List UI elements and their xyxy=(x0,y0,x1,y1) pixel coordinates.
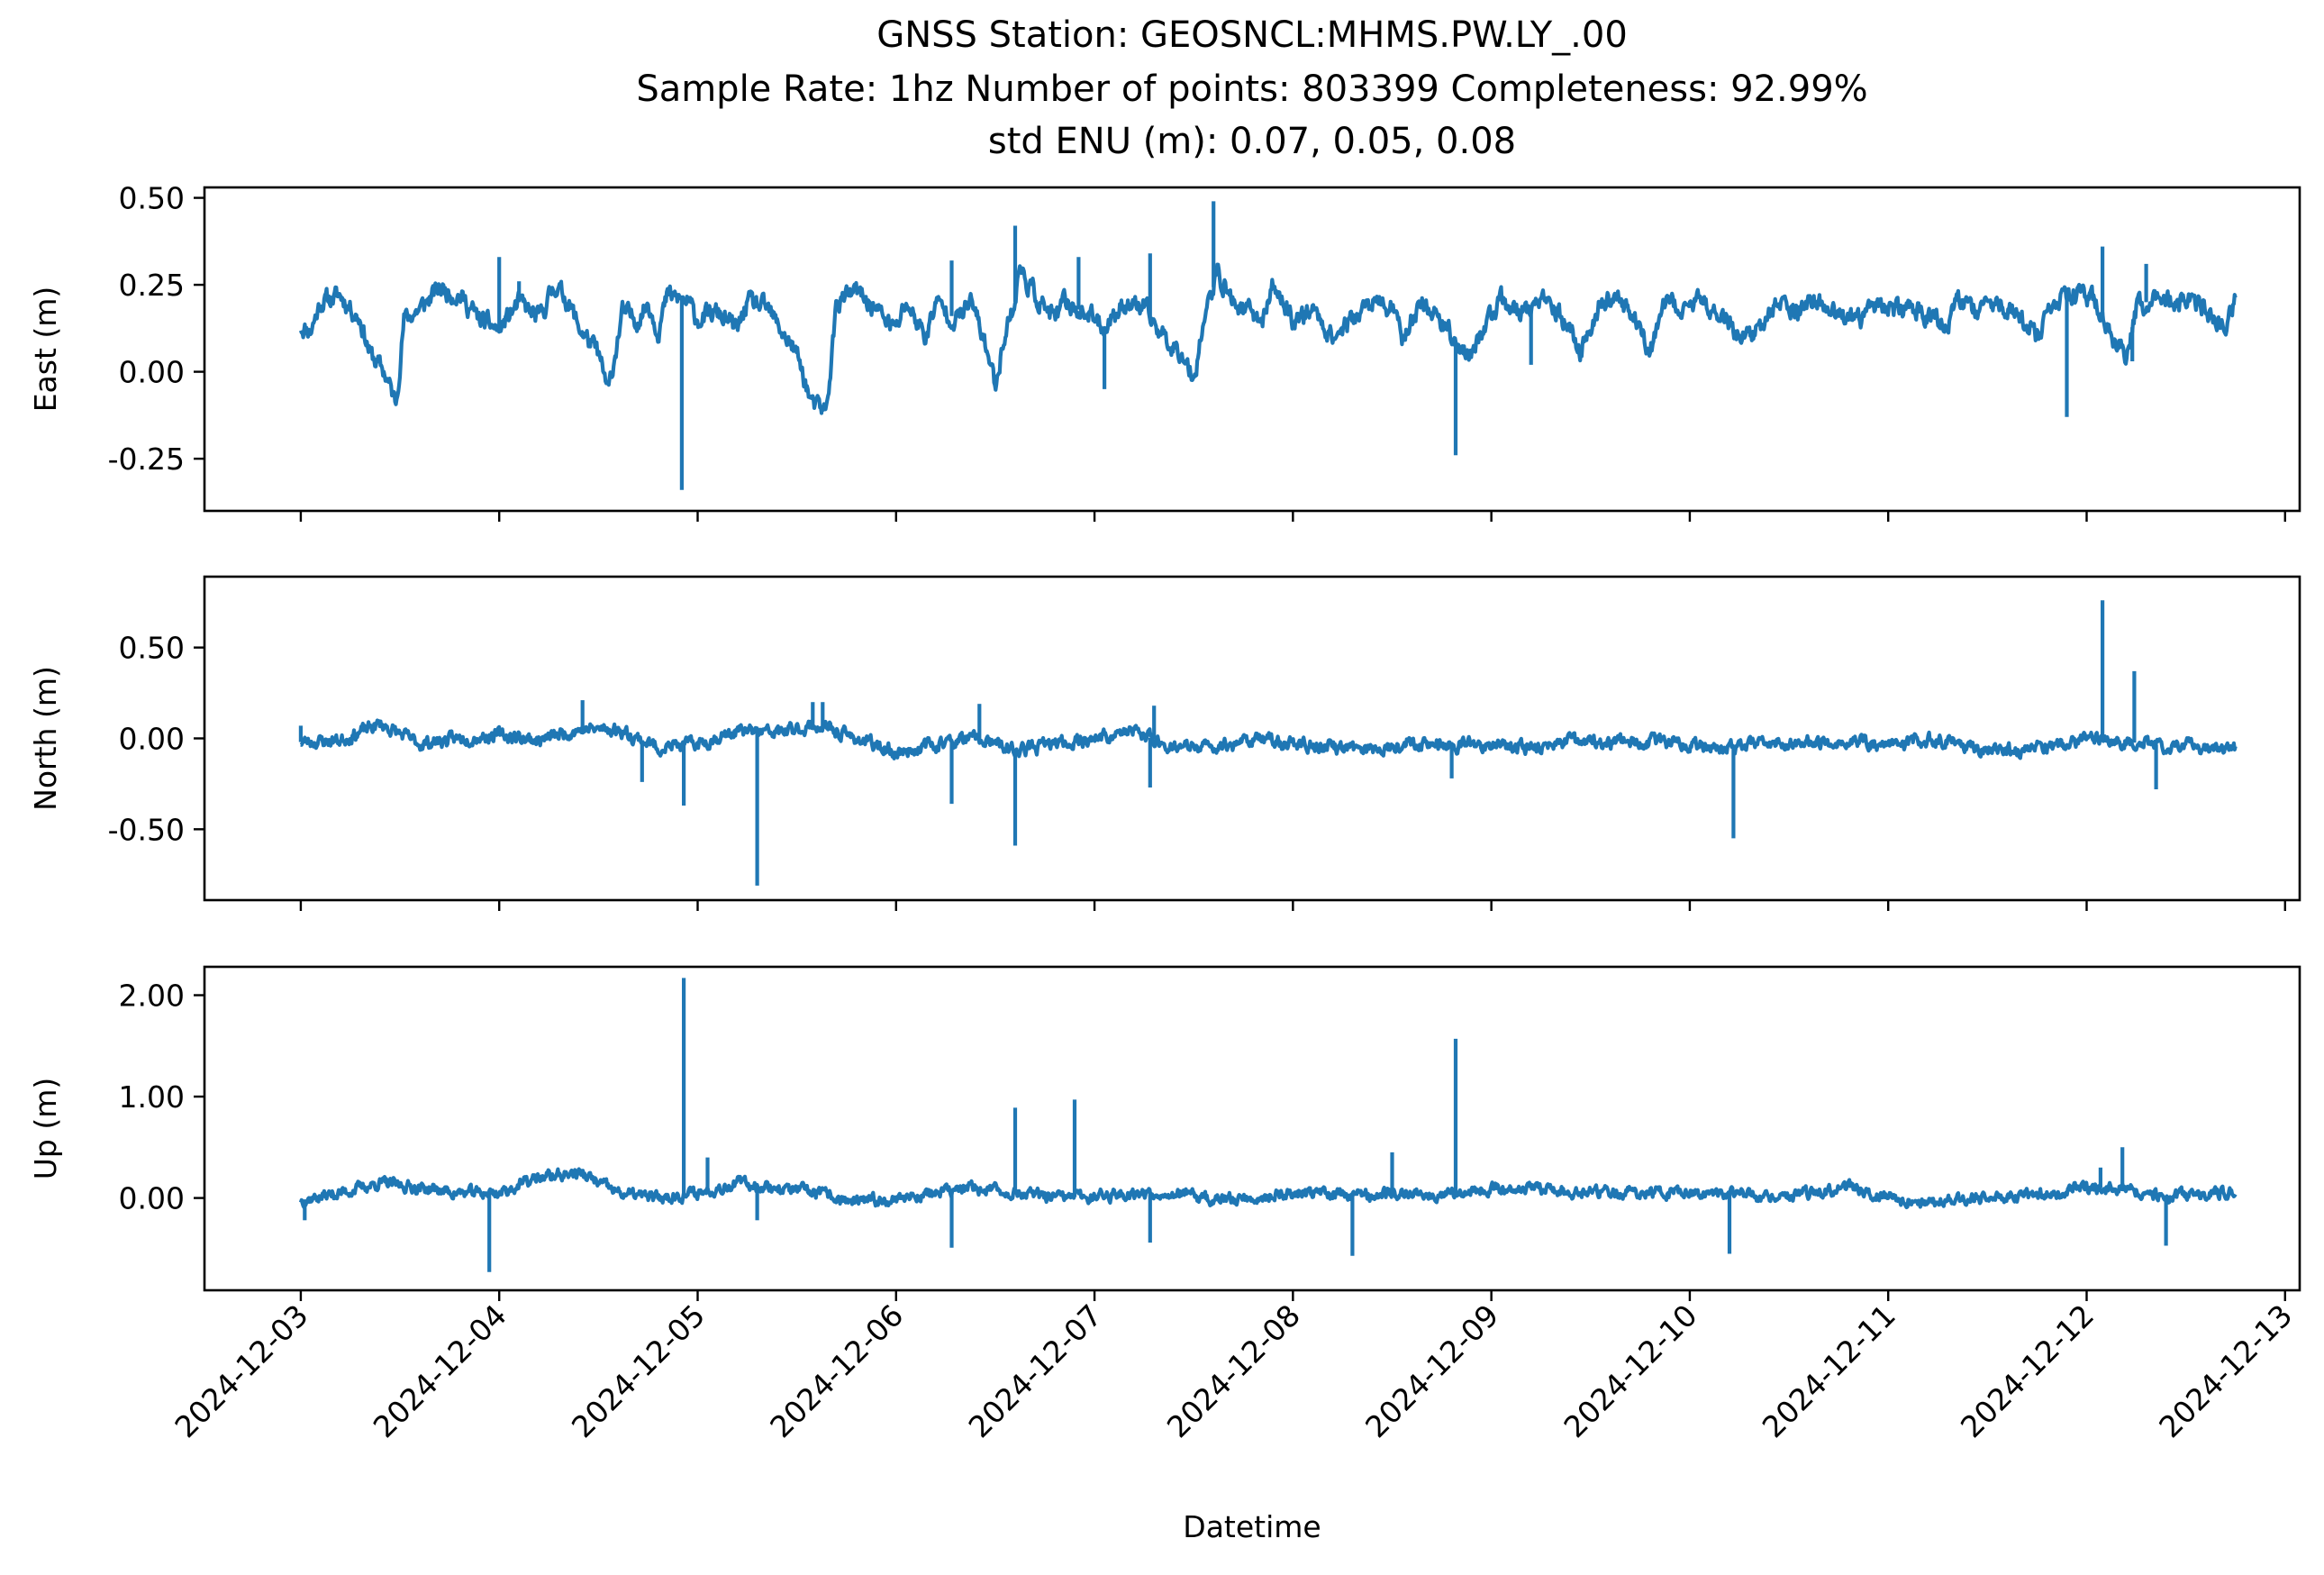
y-tick-label: 0.50 xyxy=(119,631,185,666)
plot-frame xyxy=(203,186,2301,513)
y-axis-label: Up (m) xyxy=(28,1078,63,1180)
chart-title-line-3: std ENU (m): 0.07, 0.05, 0.08 xyxy=(988,121,1516,162)
y-tick-label: -0.50 xyxy=(108,812,185,847)
plot-frame xyxy=(203,965,2301,1292)
y-tick-label: 0.50 xyxy=(119,181,185,216)
y-tick-label: 1.00 xyxy=(119,1079,185,1115)
north-panel: 0.50 0.00 -0.50 North (m) xyxy=(28,575,2301,911)
y-tick-label: 0.00 xyxy=(119,1181,185,1216)
series-line xyxy=(298,262,2238,415)
y-tick-label: 0.00 xyxy=(119,722,185,757)
series-line xyxy=(298,1167,2238,1210)
y-axis-label: East (m) xyxy=(28,287,63,413)
y-axis-label: North (m) xyxy=(28,666,63,811)
chart-title-line-2: Sample Rate: 1hz Number of points: 80339… xyxy=(636,68,1867,110)
y-tick-label: 2.00 xyxy=(119,979,185,1014)
series-line xyxy=(299,718,2238,760)
east-panel: 0.50 0.25 0.00 -0.25 East (m) xyxy=(28,181,2301,522)
up-panel: 2.00 1.00 0.00 Up (m) xyxy=(28,965,2301,1301)
y-tick-label: -0.25 xyxy=(108,442,185,477)
x-axis-label: Datetime xyxy=(1183,1509,1321,1544)
chart-title-line-1: GNSS Station: GEOSNCL:MHMS.PW.LY_.00 xyxy=(876,14,1628,56)
y-tick-label: 0.00 xyxy=(119,355,185,390)
y-tick-label: 0.25 xyxy=(119,268,185,303)
